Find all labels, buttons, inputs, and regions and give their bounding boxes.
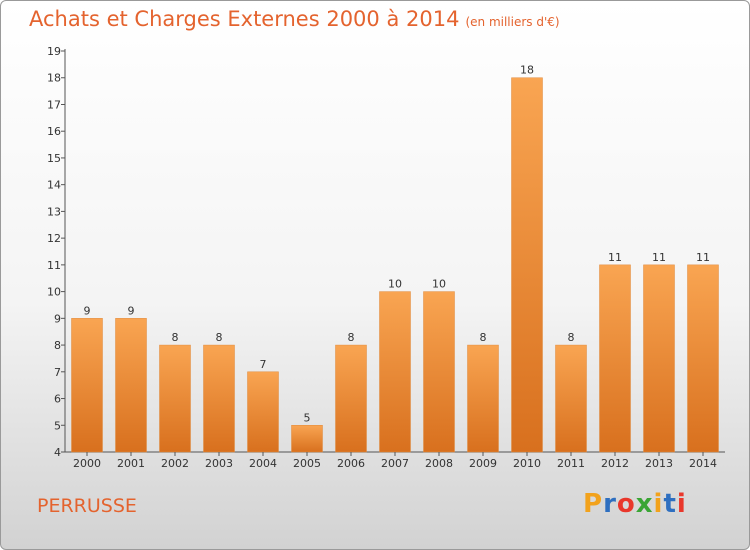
bar-value-label: 10 — [432, 278, 446, 291]
bar-value-label: 18 — [520, 64, 534, 77]
bar-value-label: 9 — [128, 304, 135, 317]
bar — [467, 344, 499, 453]
y-tick-label: 11 — [47, 259, 61, 272]
bar-value-label: 9 — [84, 304, 91, 317]
bar-value-label: 8 — [172, 331, 179, 344]
x-tick-label: 2002 — [161, 457, 189, 470]
x-tick-label: 2009 — [469, 457, 497, 470]
y-tick-label: 16 — [47, 125, 61, 138]
bar-value-label: 5 — [304, 411, 311, 424]
y-tick-label: 18 — [47, 72, 61, 85]
x-tick-label: 2011 — [557, 457, 585, 470]
bar — [115, 318, 147, 453]
bar — [159, 344, 191, 453]
y-tick-label: 6 — [54, 393, 61, 406]
y-tick-label: 5 — [54, 419, 61, 432]
y-tick-label: 7 — [54, 366, 61, 379]
y-tick-label: 4 — [54, 446, 61, 459]
bar-value-label: 8 — [348, 331, 355, 344]
x-tick-label: 2008 — [425, 457, 453, 470]
x-tick-label: 2013 — [645, 457, 673, 470]
bar — [643, 264, 675, 453]
bar — [335, 344, 367, 453]
y-tick-label: 17 — [47, 98, 61, 111]
x-tick-label: 2007 — [381, 457, 409, 470]
bar-value-label: 7 — [260, 358, 267, 371]
bar — [379, 291, 411, 453]
chart-title-text: Achats et Charges Externes 2000 à 2014 — [29, 7, 460, 31]
bar-value-label: 10 — [388, 278, 402, 291]
x-tick-label: 2006 — [337, 457, 365, 470]
logo-letter: o — [616, 489, 636, 519]
bar — [247, 371, 279, 453]
bar-value-label: 8 — [568, 331, 575, 344]
bar — [687, 264, 719, 453]
x-tick-label: 2012 — [601, 457, 629, 470]
bar — [291, 425, 323, 453]
bar — [203, 344, 235, 453]
chart-title: Achats et Charges Externes 2000 à 2014 (e… — [29, 7, 560, 31]
bar — [423, 291, 455, 453]
x-tick-label: 2001 — [117, 457, 145, 470]
y-tick-label: 13 — [47, 205, 61, 218]
logo-letter: i — [653, 489, 664, 519]
y-tick-label: 14 — [47, 179, 61, 192]
logo-letter: t — [663, 489, 677, 519]
bar — [555, 344, 587, 453]
logo-letter: r — [603, 489, 617, 519]
bar — [511, 77, 543, 453]
x-tick-label: 2014 — [689, 457, 717, 470]
y-tick-label: 12 — [47, 232, 61, 245]
place-name: PERRUSSE — [37, 495, 137, 517]
chart-subtitle: (en milliers d'€) — [465, 15, 560, 29]
bar-value-label: 11 — [696, 251, 710, 264]
bar-value-label: 8 — [480, 331, 487, 344]
logo-letter: x — [635, 489, 654, 519]
y-tick-label: 19 — [47, 45, 61, 58]
x-tick-label: 2003 — [205, 457, 233, 470]
bar-value-label: 11 — [608, 251, 622, 264]
bar — [599, 264, 631, 453]
x-tick-label: 2010 — [513, 457, 541, 470]
logo-letter: i — [676, 489, 687, 519]
y-tick-label: 8 — [54, 339, 61, 352]
bar — [71, 318, 103, 453]
proxiti-logo[interactable]: Proxiti — [583, 489, 687, 519]
x-tick-label: 2004 — [249, 457, 277, 470]
x-tick-label: 2005 — [293, 457, 321, 470]
x-tick-label: 2000 — [73, 457, 101, 470]
bar-value-label: 8 — [216, 331, 223, 344]
y-tick-label: 10 — [47, 286, 61, 299]
bar-value-label: 11 — [652, 251, 666, 264]
y-tick-label: 9 — [54, 312, 61, 325]
y-tick-label: 15 — [47, 152, 61, 165]
logo-letter: P — [583, 489, 604, 519]
